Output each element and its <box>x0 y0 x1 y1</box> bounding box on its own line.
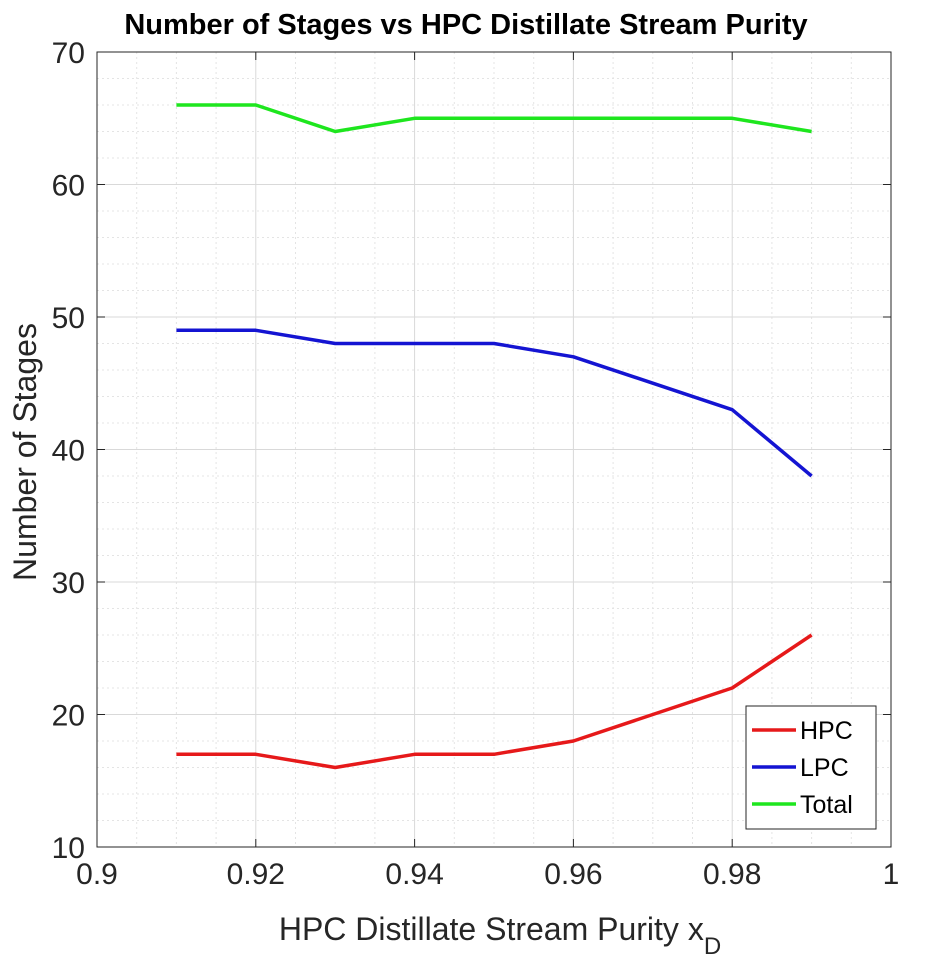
x-tick-label: 0.94 <box>385 858 443 891</box>
x-axis: 0.9 0.92 0.94 0.96 0.98 1 <box>76 52 899 891</box>
y-tick-label: 30 <box>52 567 85 600</box>
legend-label: HPC <box>800 717 853 745</box>
x-tick-label: 0.96 <box>544 858 602 891</box>
series-line-lpc <box>176 328 813 478</box>
y-tick-label: 20 <box>52 700 85 733</box>
y-axis-label: Number of Stages <box>7 323 43 581</box>
y-tick-label: 40 <box>52 435 85 468</box>
y-tick-label: 70 <box>52 37 85 70</box>
x-tick-label: 0.98 <box>703 858 761 891</box>
legend-label: LPC <box>800 754 849 782</box>
x-axis-label: HPC Distillate Stream Purity xD <box>279 911 721 960</box>
y-tick-label: 60 <box>52 170 85 203</box>
x-axis-label-main: HPC Distillate Stream Purity x <box>279 911 704 947</box>
series-line-total <box>176 103 812 134</box>
legend-label: Total <box>800 791 853 819</box>
x-tick-label: 0.9 <box>76 858 118 891</box>
x-axis-label-subscript: D <box>704 933 721 960</box>
y-tick-label: 50 <box>52 302 85 335</box>
legend: HPC LPC Total <box>745 705 877 830</box>
x-tick-label: 0.92 <box>227 858 285 891</box>
x-tick-label: 1 <box>883 858 900 891</box>
series-lines <box>176 103 813 770</box>
chart-title: Number of Stages vs HPC Distillate Strea… <box>124 9 807 41</box>
y-axis: 10 20 30 40 50 60 70 <box>52 37 891 865</box>
series-line-hpc <box>176 633 813 770</box>
y-tick-label: 10 <box>52 832 85 865</box>
